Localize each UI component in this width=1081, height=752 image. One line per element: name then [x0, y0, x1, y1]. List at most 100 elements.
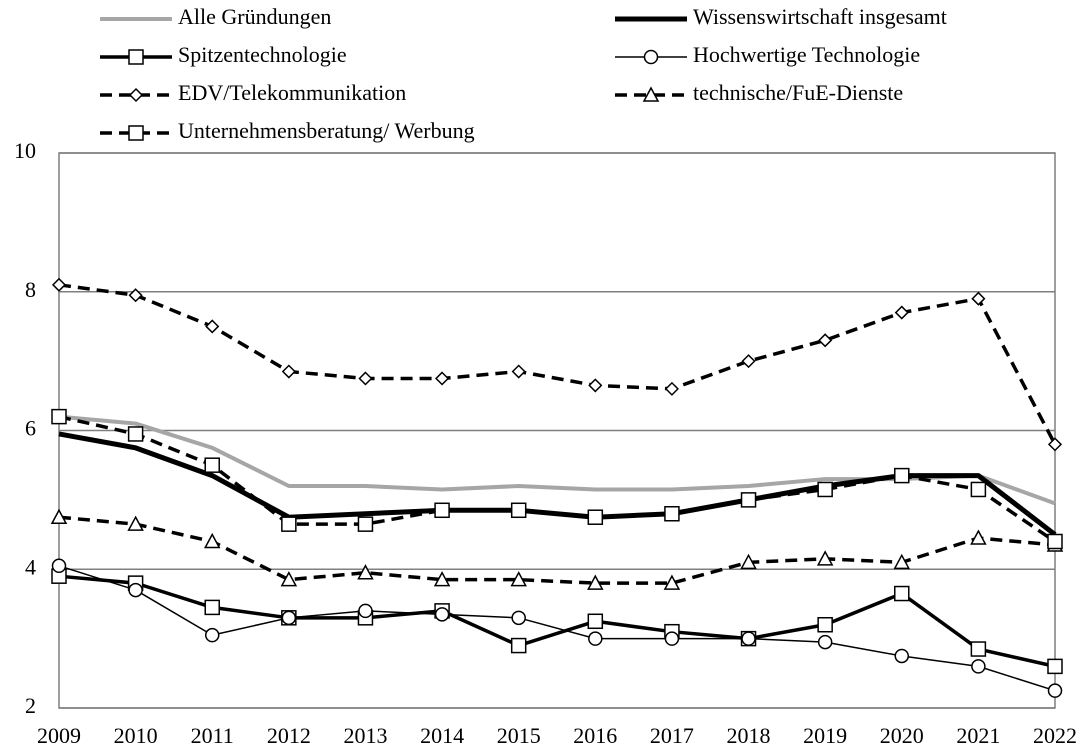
marker — [817, 634, 833, 650]
marker — [204, 599, 220, 616]
marker — [816, 550, 834, 566]
legend-label: Unternehmensberatung/ Werbung — [178, 118, 475, 143]
marker — [970, 641, 987, 657]
marker — [894, 648, 910, 664]
marker — [281, 516, 297, 532]
marker — [664, 631, 680, 646]
marker — [357, 516, 374, 532]
x-tick-label: 2016 — [573, 723, 617, 748]
marker — [204, 627, 220, 643]
marker — [970, 529, 987, 545]
legend-label: Spitzentechnologie — [178, 42, 347, 67]
marker — [1047, 437, 1063, 452]
marker — [51, 558, 67, 574]
marker — [817, 617, 833, 633]
legend-label: technische/FuE-Dienste — [693, 80, 903, 105]
x-tick-label: 2017 — [650, 723, 694, 748]
marker — [970, 481, 987, 498]
marker — [587, 509, 604, 525]
marker — [434, 607, 450, 622]
marker — [588, 378, 603, 393]
marker — [894, 467, 910, 484]
marker — [587, 574, 604, 590]
marker — [971, 291, 986, 306]
x-tick-label: 2022 — [1033, 723, 1077, 748]
marker — [280, 571, 298, 587]
marker — [434, 502, 450, 519]
y-tick-label: 6 — [25, 416, 36, 441]
marker — [741, 354, 756, 369]
x-tick-label: 2018 — [727, 723, 771, 748]
legend-label: Hochwertige Technologie — [693, 42, 920, 67]
marker — [358, 371, 373, 386]
marker — [281, 364, 296, 379]
marker — [203, 532, 221, 549]
marker — [971, 659, 986, 674]
y-tick-label: 10 — [14, 138, 36, 163]
x-tick-label: 2014 — [420, 723, 464, 748]
marker — [205, 319, 220, 334]
marker — [511, 610, 526, 626]
marker — [663, 574, 681, 590]
marker — [281, 610, 297, 626]
legend-label: Alle Gründungen — [178, 4, 331, 29]
marker — [127, 426, 144, 442]
plot-frame — [58, 152, 1056, 709]
marker — [1047, 533, 1063, 550]
series-line — [58, 515, 1056, 585]
x-tick-label: 2019 — [803, 723, 847, 748]
x-tick-label: 2011 — [191, 723, 234, 748]
legend-label: EDV/Telekommunikation — [178, 80, 406, 105]
x-tick-label: 2010 — [114, 723, 158, 748]
series-line — [58, 283, 1057, 446]
marker — [51, 277, 67, 292]
marker — [740, 492, 757, 508]
x-tick-label: 2012 — [267, 723, 311, 748]
y-tick-label: 2 — [25, 693, 36, 718]
marker — [588, 631, 603, 646]
marker — [817, 481, 833, 498]
marker — [894, 305, 909, 320]
marker — [433, 571, 451, 587]
y-tick-label: 4 — [25, 554, 36, 579]
marker — [818, 333, 833, 348]
marker — [511, 364, 526, 379]
marker — [204, 457, 220, 473]
marker — [1047, 658, 1063, 675]
marker — [50, 508, 68, 524]
marker — [358, 603, 373, 619]
marker — [894, 585, 910, 602]
series-line — [58, 565, 1056, 692]
series-line — [58, 574, 1056, 669]
marker — [128, 49, 144, 65]
marker — [893, 553, 911, 570]
legend-label: Wissenswirtschaft insgesamt — [693, 4, 947, 29]
marker — [435, 371, 450, 386]
x-tick-label: 2020 — [880, 723, 924, 748]
marker — [128, 87, 144, 103]
marker — [510, 571, 527, 587]
marker — [642, 86, 660, 102]
series-line — [58, 414, 1056, 543]
marker — [1047, 683, 1063, 698]
x-tick-label: 2009 — [37, 723, 81, 748]
x-tick-label: 2021 — [956, 723, 1000, 748]
y-tick-label: 8 — [25, 277, 36, 302]
marker — [128, 582, 143, 598]
x-tick-label: 2015 — [497, 723, 541, 748]
marker — [51, 408, 67, 425]
marker — [741, 631, 756, 646]
marker — [128, 288, 143, 303]
marker — [740, 553, 757, 570]
marker — [664, 506, 680, 522]
marker — [587, 613, 604, 630]
marker — [510, 637, 527, 654]
marker — [127, 515, 144, 531]
marker — [357, 564, 374, 580]
marker — [128, 125, 144, 141]
marker — [664, 381, 679, 396]
series-line — [58, 431, 1057, 537]
x-tick-label: 2013 — [343, 723, 387, 748]
marker — [643, 49, 659, 65]
